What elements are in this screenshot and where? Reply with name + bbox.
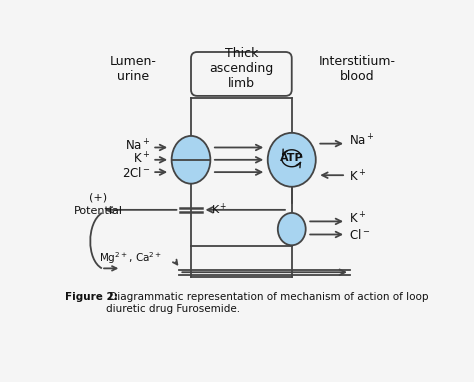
Text: 2Cl$^-$: 2Cl$^-$ bbox=[122, 166, 151, 180]
Text: Mg$^{2+}$, Ca$^{2+}$: Mg$^{2+}$, Ca$^{2+}$ bbox=[99, 251, 162, 266]
Text: ATP: ATP bbox=[280, 153, 303, 163]
Ellipse shape bbox=[268, 133, 316, 187]
FancyBboxPatch shape bbox=[191, 52, 292, 96]
Text: Diagrammatic representation of mechanism of action of loop
diuretic drug Furosem: Diagrammatic representation of mechanism… bbox=[106, 292, 428, 314]
Text: Potential: Potential bbox=[73, 206, 122, 216]
Text: Na$^+$: Na$^+$ bbox=[125, 138, 151, 154]
Text: Na$^+$: Na$^+$ bbox=[349, 134, 375, 149]
Text: Figure 2:: Figure 2: bbox=[65, 292, 118, 302]
Text: (+): (+) bbox=[89, 192, 107, 202]
Ellipse shape bbox=[278, 213, 306, 245]
Text: K$^+$: K$^+$ bbox=[349, 212, 366, 227]
Text: Lumen-
urine: Lumen- urine bbox=[109, 55, 156, 83]
Text: Interstitium-
blood: Interstitium- blood bbox=[319, 55, 396, 83]
Text: K$^+$: K$^+$ bbox=[349, 169, 366, 185]
Text: Cl$^-$: Cl$^-$ bbox=[349, 228, 370, 242]
Text: Thick
ascending
limb: Thick ascending limb bbox=[209, 47, 273, 91]
Ellipse shape bbox=[172, 136, 210, 184]
Text: K$^+$: K$^+$ bbox=[211, 202, 228, 217]
Text: K$^+$: K$^+$ bbox=[133, 151, 151, 167]
